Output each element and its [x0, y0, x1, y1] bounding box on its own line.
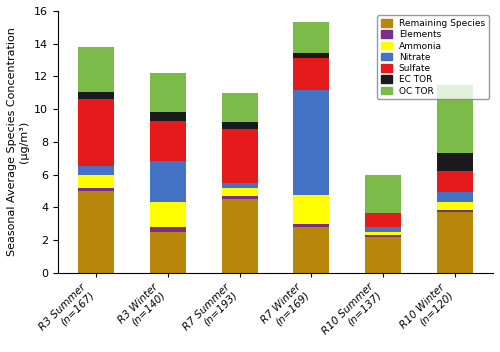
Bar [78, 99, 114, 166]
Bar [150, 73, 186, 112]
Bar [438, 171, 474, 192]
Bar [150, 227, 186, 232]
Bar [78, 166, 114, 175]
Bar [294, 53, 330, 58]
Bar [366, 235, 402, 237]
Bar [222, 188, 258, 196]
Bar [366, 175, 402, 213]
Bar [294, 58, 330, 90]
Bar [78, 92, 114, 99]
Bar [78, 188, 114, 191]
Bar [366, 213, 402, 227]
Bar [294, 23, 330, 53]
Y-axis label: Seasonal Average Species Concentration
(μg/m³): Seasonal Average Species Concentration (… [7, 27, 28, 256]
Bar [438, 84, 474, 153]
Bar [222, 196, 258, 199]
Bar [222, 199, 258, 273]
Bar [438, 192, 474, 202]
Legend: Remaining Species, Elements, Ammonia, Nitrate, Sulfate, EC TOR, OC TOR: Remaining Species, Elements, Ammonia, Ni… [377, 15, 488, 99]
Bar [294, 90, 330, 195]
Bar [438, 202, 474, 210]
Bar [366, 232, 402, 235]
Bar [438, 210, 474, 212]
Bar [150, 112, 186, 121]
Bar [294, 195, 330, 225]
Bar [222, 129, 258, 183]
Bar [78, 175, 114, 188]
Bar [438, 153, 474, 171]
Bar [438, 212, 474, 273]
Bar [78, 191, 114, 273]
Bar [294, 227, 330, 273]
Bar [222, 183, 258, 188]
Bar [366, 227, 402, 232]
Bar [366, 237, 402, 273]
Bar [222, 93, 258, 122]
Bar [150, 162, 186, 202]
Bar [294, 225, 330, 227]
Bar [150, 232, 186, 273]
Bar [150, 202, 186, 227]
Bar [78, 47, 114, 92]
Bar [150, 121, 186, 162]
Bar [222, 122, 258, 129]
